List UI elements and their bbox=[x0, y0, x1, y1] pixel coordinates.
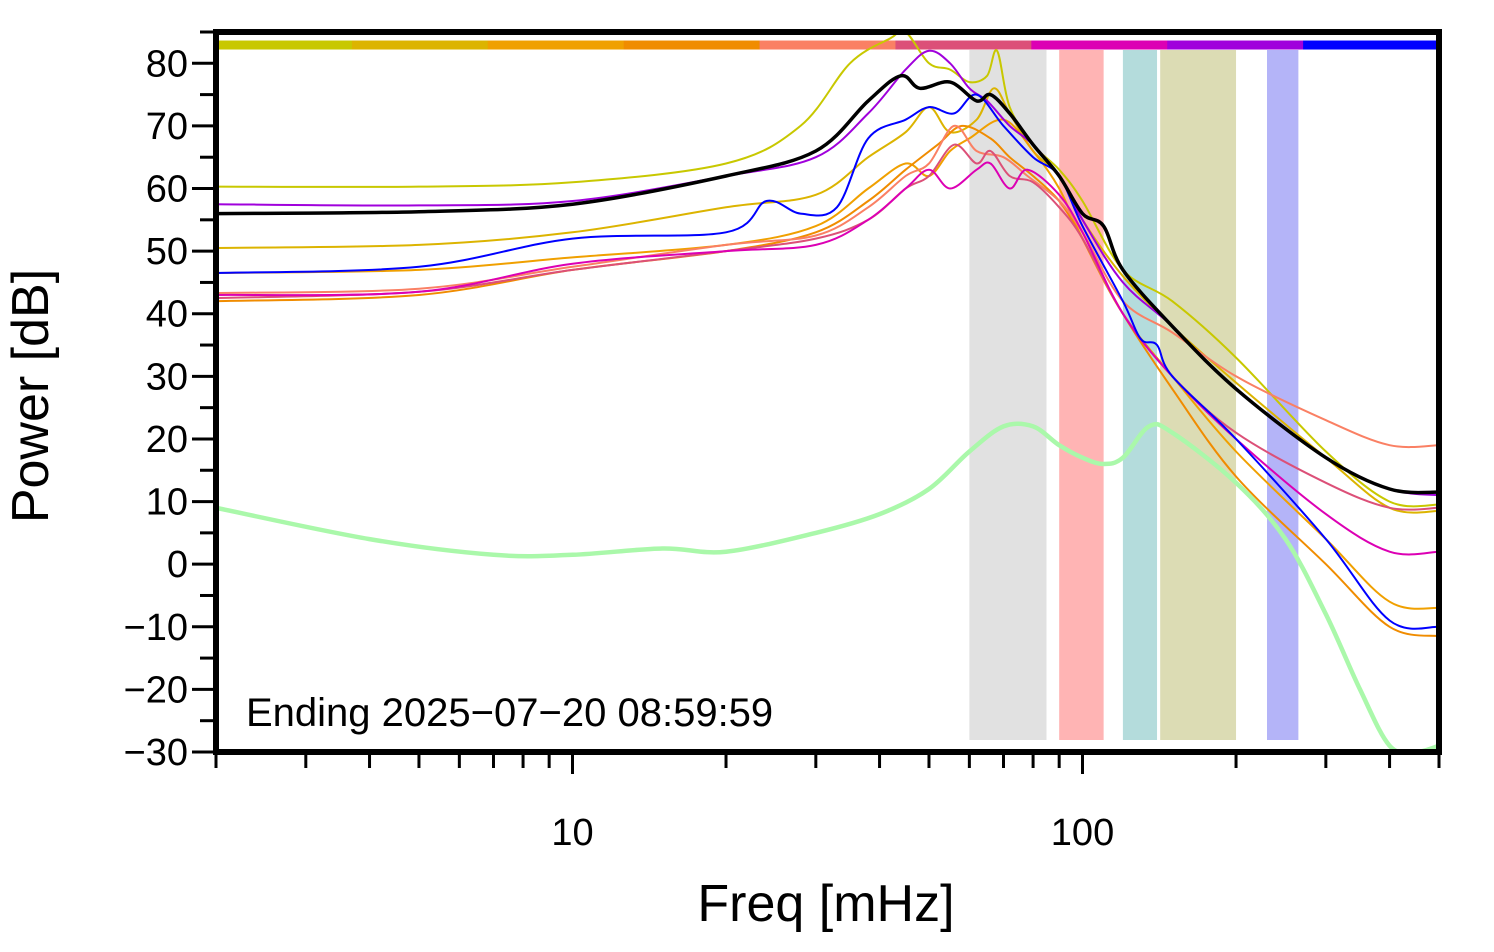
series-line-10 bbox=[214, 73, 1441, 495]
series-line-7 bbox=[215, 161, 1440, 556]
series-line-2 bbox=[215, 87, 1440, 514]
y-tick-label: 0 bbox=[167, 544, 188, 586]
y-tick-label: 20 bbox=[146, 419, 188, 461]
series-line-6 bbox=[215, 143, 1440, 511]
y-tick-label: 70 bbox=[146, 106, 188, 148]
time-bar-segment-8 bbox=[1167, 40, 1304, 50]
y-tick-label: 80 bbox=[146, 43, 188, 85]
time-bar-segment-3 bbox=[487, 40, 625, 50]
series-line-4 bbox=[215, 124, 1440, 638]
time-color-bar bbox=[216, 40, 1440, 50]
x-axis: 10 100 bbox=[214, 752, 1441, 854]
x-axis-title: Freq [mHz] bbox=[697, 875, 954, 933]
time-bar-segment-5 bbox=[759, 40, 896, 50]
series-line-3 bbox=[215, 118, 1440, 610]
y-tick-label: 40 bbox=[146, 294, 188, 336]
frequency-band-3 bbox=[1122, 50, 1158, 740]
time-bar-segment-4 bbox=[623, 40, 761, 50]
x-tick-label: 10 bbox=[551, 812, 593, 854]
y-tick-label: −20 bbox=[124, 669, 188, 711]
frequency-band-2 bbox=[1059, 50, 1104, 740]
series-line-1 bbox=[215, 29, 1440, 508]
ending-timestamp: Ending 2025−07−20 08:59:59 bbox=[246, 691, 773, 735]
y-tick-label: −30 bbox=[124, 732, 188, 774]
y-axis-title: Power [dB] bbox=[2, 269, 60, 523]
x-tick-label: 100 bbox=[1051, 812, 1114, 854]
series-line-9 bbox=[215, 93, 1440, 630]
time-bar-segment-2 bbox=[351, 40, 489, 50]
y-axis: 80 70 60 50 40 30 20 10 0 −10 −20 −30 bbox=[124, 30, 216, 774]
frequency-band-4 bbox=[1160, 50, 1237, 740]
plot-frame bbox=[213, 29, 1442, 755]
y-tick-label: −10 bbox=[124, 607, 188, 649]
spectrum-series bbox=[213, 29, 1442, 756]
series-line-5 bbox=[215, 124, 1440, 449]
time-bar-segment-1 bbox=[216, 40, 353, 50]
y-tick-label: 10 bbox=[146, 482, 188, 524]
time-bar-segment-6 bbox=[895, 40, 1032, 50]
y-tick-label: 60 bbox=[146, 169, 188, 211]
time-bar-segment-7 bbox=[1031, 40, 1168, 50]
time-bar-segment-9 bbox=[1303, 40, 1440, 50]
series-line-11 bbox=[213, 421, 1442, 756]
series-line-8 bbox=[215, 49, 1440, 497]
y-tick-label: 50 bbox=[146, 231, 188, 273]
y-tick-label: 30 bbox=[146, 356, 188, 398]
